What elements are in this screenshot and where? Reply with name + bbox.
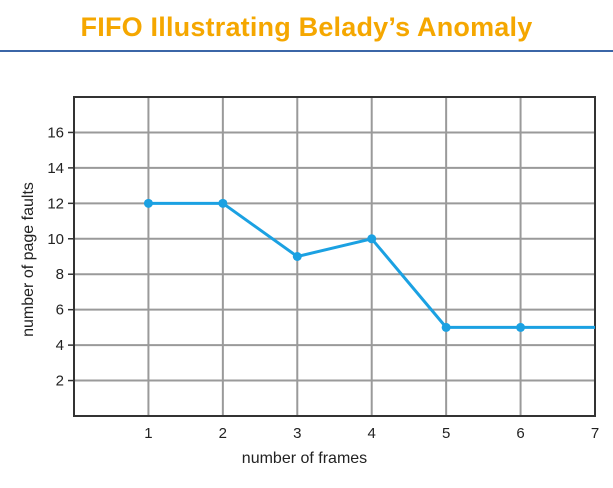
x-tick-label: 1: [144, 425, 152, 442]
y-tick-label: 12: [47, 195, 64, 212]
slide-title: FIFO Illustrating Belady’s Anomaly: [80, 12, 533, 42]
y-tick-label: 10: [47, 231, 64, 248]
x-tick-labels: 1 2 3 4 5 6 7: [144, 425, 599, 442]
y-tick-label: 16: [47, 124, 64, 141]
series-markers: [143, 198, 526, 332]
x-tick-label: 3: [293, 425, 301, 442]
data-point: [441, 322, 451, 332]
x-tick-label: 6: [516, 425, 524, 442]
y-tick-label: 6: [56, 302, 64, 319]
grid: [74, 97, 596, 416]
x-tick-label: 5: [442, 425, 450, 442]
y-tick-label: 4: [56, 337, 64, 354]
y-axis-label: number of page faults: [20, 182, 37, 337]
data-point: [516, 322, 526, 332]
x-tick-label: 2: [219, 425, 227, 442]
plot-frame: [73, 96, 596, 417]
x-axis-label: number of frames: [242, 450, 367, 467]
y-tick-label: 2: [56, 373, 64, 390]
title-underline: [0, 50, 613, 52]
y-tick-labels: 2 4 6 8 10 12 14 16: [47, 124, 64, 389]
x-tick-label: 4: [368, 425, 376, 442]
data-point: [367, 234, 377, 244]
x-tick-label: 7: [591, 425, 599, 442]
data-point: [143, 198, 153, 208]
y-tick-label: 8: [56, 266, 64, 283]
y-tick-label: 14: [47, 160, 64, 177]
data-point: [218, 198, 228, 208]
data-point: [292, 252, 302, 261]
y-tick-marks: [68, 131, 74, 382]
